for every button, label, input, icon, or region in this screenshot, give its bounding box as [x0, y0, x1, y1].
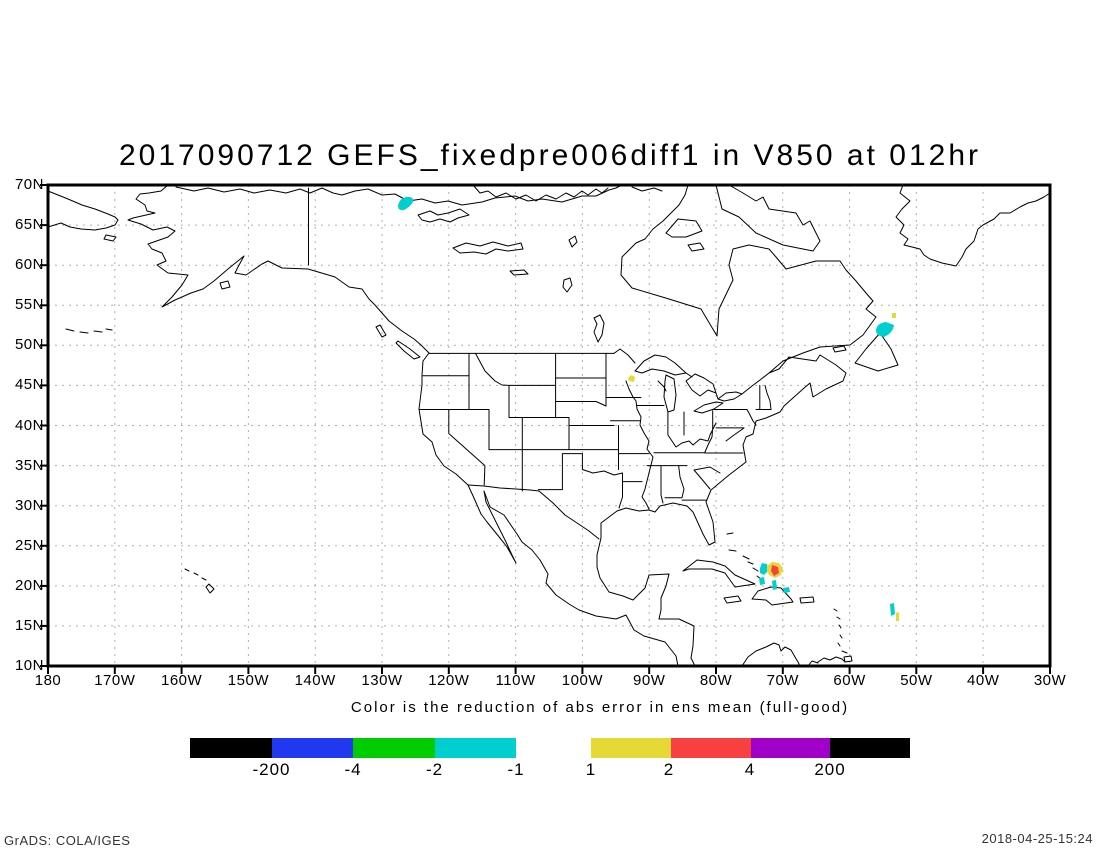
lat-tick-label: 70N — [14, 176, 44, 193]
anomaly-cyan-hispaniola-b — [772, 580, 777, 590]
anomaly-cyan-hispaniola-d — [783, 587, 790, 593]
lon-tick-label: 80W — [699, 672, 733, 689]
anomaly-red-hispaniola — [771, 565, 779, 576]
colorbar-segment-blue — [271, 738, 353, 758]
lat-tick-label: 25N — [14, 536, 44, 554]
plot-frame — [46, 183, 1052, 668]
colorbar-positive — [591, 738, 910, 758]
colorbar-negative — [190, 738, 516, 758]
colorbar-label: 4 — [744, 760, 756, 779]
gridlines — [48, 185, 1050, 666]
colorbar-label: -4 — [344, 760, 362, 779]
colorbar-label: -2 — [425, 760, 444, 779]
colorbar-label: -1 — [507, 760, 525, 779]
lat-tick-label: 15N — [14, 616, 44, 634]
lat-tick-label: 65N — [14, 216, 44, 234]
anomaly-cyan-great-bear — [398, 196, 414, 211]
map-plot-area — [40, 183, 1052, 674]
colorbar-label: 2 — [663, 760, 675, 779]
colorbar-segment-red — [670, 738, 751, 758]
colorbar-segment-black-neg — [190, 738, 272, 758]
lon-tick-label: 180 — [34, 672, 62, 689]
colorbar-segment-cyan — [434, 738, 516, 758]
anomaly-yellow-atlantic-se — [896, 612, 899, 621]
lat-tick-label: 60N — [14, 256, 44, 274]
anomaly-cyan-hispaniola-c — [759, 577, 765, 585]
grads-stamp: GrADS: COLA/IGES — [4, 833, 131, 848]
lat-tick-label: 50N — [14, 336, 44, 354]
map-svg — [40, 183, 1052, 674]
shaded-anomalies — [398, 196, 899, 621]
lat-tick-label: 10N — [14, 657, 44, 674]
lon-tick-label: 100W — [561, 672, 603, 689]
plot-title: 2017090712 GEFS_fixedpre006diff1 in V850… — [119, 139, 981, 172]
lon-tick-label: 150W — [227, 672, 269, 689]
lon-tick-label: 60W — [833, 672, 866, 689]
lat-tick-label: 45N — [14, 376, 44, 394]
colorbar-segment-green — [353, 738, 435, 758]
lon-tick-label: 90W — [633, 672, 666, 689]
anomaly-yellow-newfoundland-speck — [892, 313, 896, 318]
lon-tick-label: 30W — [1033, 672, 1067, 689]
lon-tick-label: 70W — [766, 672, 799, 689]
anomaly-yellow-wisconsin — [628, 375, 635, 382]
lon-tick-label: 160W — [161, 672, 203, 689]
lon-tick-label: 120W — [428, 672, 470, 689]
colorbar-label: -200 — [252, 760, 291, 779]
colorbar-segment-yellow — [591, 738, 671, 758]
lat-tick-label: 30N — [14, 496, 44, 514]
plot-timestamp: 2018-04-25-15:24 — [981, 831, 1093, 846]
anomaly-cyan-hispaniola-a — [760, 563, 768, 575]
anomaly-cyan-atlantic-se — [890, 603, 895, 616]
lat-tick-label: 20N — [14, 576, 44, 594]
coastlines — [47, 184, 1051, 667]
lat-tick-label: 35N — [14, 456, 44, 474]
lon-tick-label: 140W — [294, 672, 336, 689]
lon-tick-label: 50W — [900, 672, 933, 689]
lat-tick-label: 55N — [14, 296, 44, 314]
lon-tick-label: 170W — [94, 672, 136, 689]
political-borders — [308, 187, 772, 540]
colorbar-caption: Color is the reduction of abs error in e… — [350, 699, 850, 716]
lon-tick-label: 130W — [361, 672, 403, 689]
colorbar-segment-purple — [750, 738, 831, 758]
lon-tick-label: 110W — [495, 672, 536, 689]
lat-tick-label: 40N — [14, 416, 44, 434]
colorbar-segment-black-pos — [830, 738, 910, 758]
colorbar-label: 1 — [585, 760, 597, 779]
anomaly-cyan-newfoundland — [876, 322, 894, 337]
colorbar-label: 200 — [814, 760, 846, 779]
lon-tick-label: 40W — [967, 672, 1000, 689]
axis-ticks — [40, 184, 1051, 674]
